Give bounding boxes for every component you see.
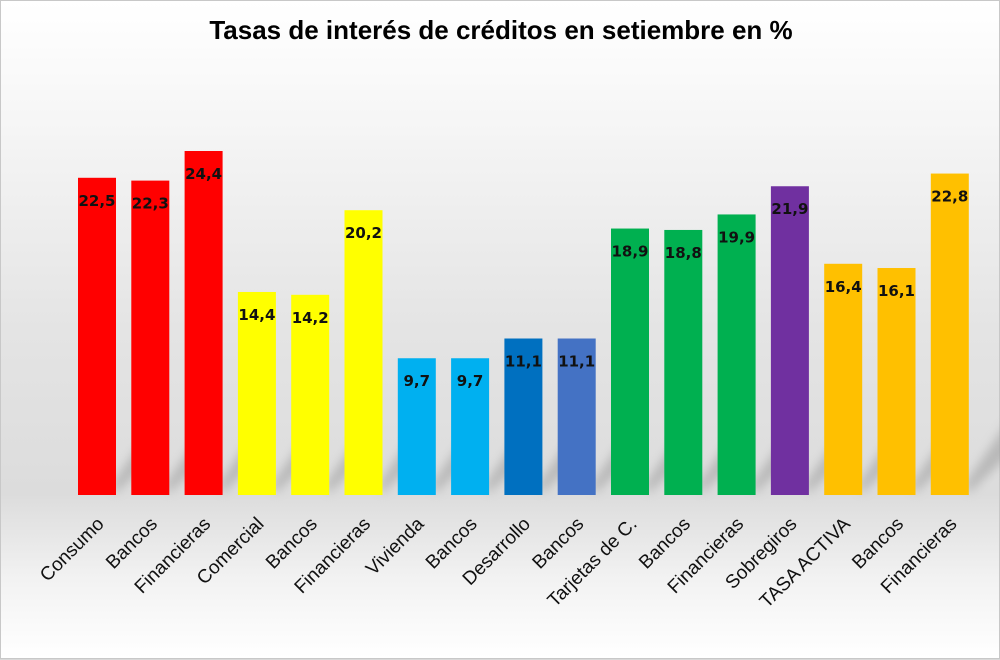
x-tick-label: Consumo [36, 514, 108, 586]
bar [824, 263, 863, 495]
data-label: 11,1 [558, 353, 595, 371]
data-label: 14,4 [238, 306, 275, 324]
bar [664, 229, 703, 496]
bar [877, 268, 916, 495]
data-label: 14,2 [292, 309, 329, 327]
bar [291, 294, 330, 495]
bar [717, 214, 756, 495]
bars [78, 151, 969, 496]
x-tick-label: Vivienda [362, 513, 428, 579]
data-label: 18,8 [665, 244, 702, 262]
data-label: 21,9 [771, 200, 808, 218]
value-labels: 22,5 22,3 24,4 14,4 14,2 20,2 9,7 9,7 11,1 11,1 18… [78, 165, 968, 390]
data-label: 11,1 [505, 353, 542, 371]
bar [78, 177, 116, 496]
bar [557, 338, 596, 495]
bar [930, 173, 969, 495]
chart-title: Tasas de interés de créditos en setiembr… [209, 15, 793, 45]
bar [237, 291, 276, 495]
bar [397, 358, 436, 495]
bar [770, 186, 809, 495]
bar [451, 358, 490, 495]
data-label: 22,3 [132, 195, 169, 213]
data-label: 22,5 [78, 192, 115, 210]
bar-shadow [964, 432, 1000, 493]
bar [504, 338, 543, 495]
data-label: 19,9 [718, 228, 755, 246]
data-label: 16,4 [825, 278, 862, 296]
bar [131, 180, 170, 495]
data-label: 20,2 [345, 224, 382, 242]
category-labels: ConsumoBancosFinancierasComercialBancosF… [36, 513, 961, 612]
bar [344, 210, 383, 495]
data-label: 22,8 [931, 188, 968, 206]
data-label: 16,1 [878, 282, 915, 300]
data-label: 18,9 [611, 243, 648, 261]
data-label: 9,7 [457, 372, 484, 390]
data-label: 9,7 [404, 372, 431, 390]
bar [184, 151, 223, 495]
data-label: 24,4 [185, 165, 222, 183]
bar [611, 228, 649, 495]
